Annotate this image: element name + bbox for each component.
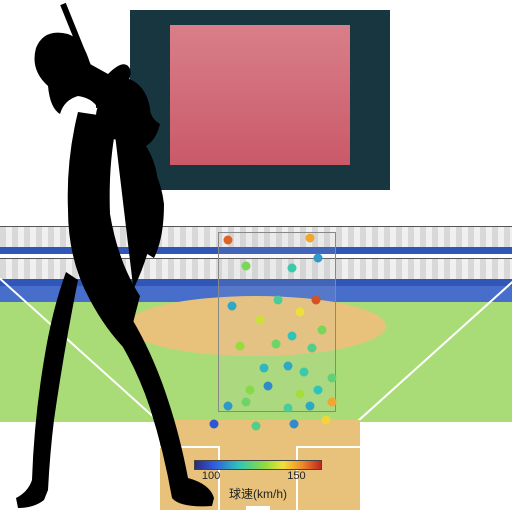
pitch-marker	[328, 398, 337, 407]
pitch-marker	[322, 416, 331, 425]
pitch-marker	[284, 362, 293, 371]
pitch-marker	[328, 374, 337, 383]
pitch-marker	[284, 404, 293, 413]
colorbar-tick: 100	[202, 470, 220, 482]
stadium-canvas: 100 150 球速(km/h)	[0, 0, 512, 512]
colorbar: 100 150 球速(km/h)	[194, 460, 322, 502]
pitch-marker	[274, 296, 283, 305]
pitch-marker	[314, 254, 323, 263]
pitch-marker	[296, 390, 305, 399]
pitch-marker	[256, 316, 265, 325]
pitch-marker	[242, 262, 251, 271]
pitch-marker	[306, 402, 315, 411]
colorbar-label: 球速(km/h)	[229, 485, 287, 502]
pitch-marker	[314, 386, 323, 395]
pitch-marker	[290, 420, 299, 429]
pitch-marker	[246, 386, 255, 395]
home-plate	[246, 506, 270, 512]
pitch-marker	[318, 326, 327, 335]
pitch-marker	[308, 344, 317, 353]
colorbar-gradient	[194, 460, 322, 470]
pitch-marker	[252, 422, 261, 431]
pitch-marker	[312, 296, 321, 305]
pitch-marker	[296, 308, 305, 317]
colorbar-ticks: 100 150	[194, 470, 322, 484]
pitch-marker	[288, 332, 297, 341]
batter-box-line	[296, 446, 368, 448]
colorbar-tick: 150	[287, 470, 305, 482]
pitch-marker	[306, 234, 315, 243]
pitch-marker	[300, 368, 309, 377]
batter-silhouette	[0, 0, 240, 512]
pitch-marker	[264, 382, 273, 391]
pitch-marker	[260, 364, 269, 373]
batter-box-line	[366, 446, 368, 512]
pitch-marker	[272, 340, 281, 349]
pitch-marker	[242, 398, 251, 407]
pitch-marker	[288, 264, 297, 273]
